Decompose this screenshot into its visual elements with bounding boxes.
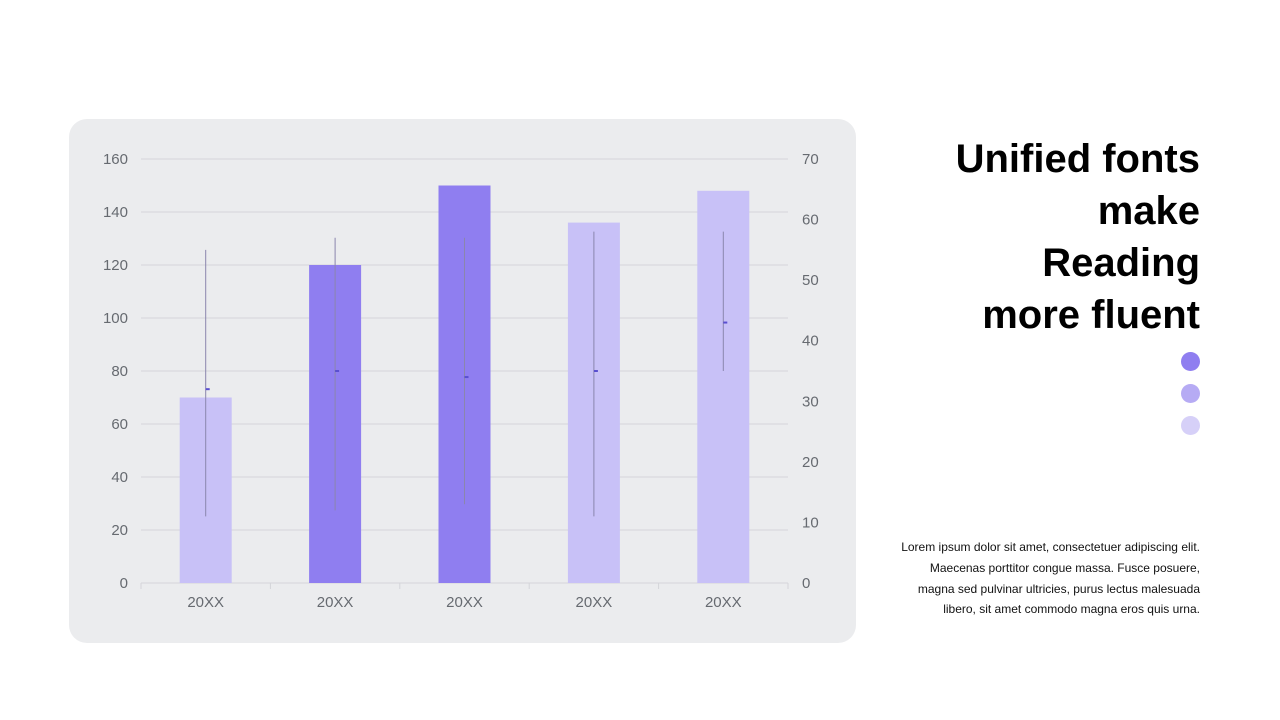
- title-line: Unified fonts: [955, 137, 1200, 181]
- chart-panel: 0 20 40 60 80 100 120 140 160 0 10 20 30 40 50 60 70 20XX…: [69, 119, 856, 643]
- slide-title: Unified fonts make Reading more fluent: [870, 133, 1200, 341]
- y2-tick-label: 70: [802, 151, 819, 168]
- y-tick-label: 120: [103, 257, 128, 274]
- title-line: Reading: [1042, 241, 1200, 285]
- x-tick-label: 20XX: [187, 594, 224, 611]
- y2-tick-label: 30: [802, 393, 819, 410]
- x-tick-label: 20XX: [446, 594, 483, 611]
- y-tick-label: 140: [103, 204, 128, 221]
- dot-dark: [1181, 352, 1200, 371]
- y-tick-label: 20: [111, 522, 128, 539]
- y2-tick-label: 0: [802, 575, 810, 592]
- y2-tick-label: 60: [802, 212, 819, 229]
- y-tick-label: 100: [103, 310, 128, 327]
- y-tick-label: 0: [120, 575, 128, 592]
- y2-tick-label: 10: [802, 514, 819, 531]
- x-tick-label: 20XX: [576, 594, 613, 611]
- x-tick-label: 20XX: [317, 594, 354, 611]
- y2-tick-label: 20: [802, 454, 819, 471]
- y-tick-label: 60: [111, 416, 128, 433]
- body-paragraph: Lorem ipsum dolor sit amet, consectetuer…: [901, 540, 1200, 617]
- decorative-dots: [1181, 352, 1201, 448]
- y2-tick-label: 40: [802, 333, 819, 350]
- y-tick-label: 160: [103, 151, 128, 168]
- y-tick-label: 40: [111, 469, 128, 486]
- dot-light: [1181, 416, 1200, 435]
- dot-medium: [1181, 384, 1200, 403]
- y-tick-label: 80: [111, 363, 128, 380]
- combo-chart: 0 20 40 60 80 100 120 140 160 0 10 20 30 40 50 60 70 20XX…: [103, 151, 819, 611]
- x-tick-label: 20XX: [705, 594, 742, 611]
- title-line: more fluent: [982, 293, 1200, 337]
- title-line: make: [1097, 189, 1200, 233]
- y2-tick-label: 50: [802, 272, 819, 289]
